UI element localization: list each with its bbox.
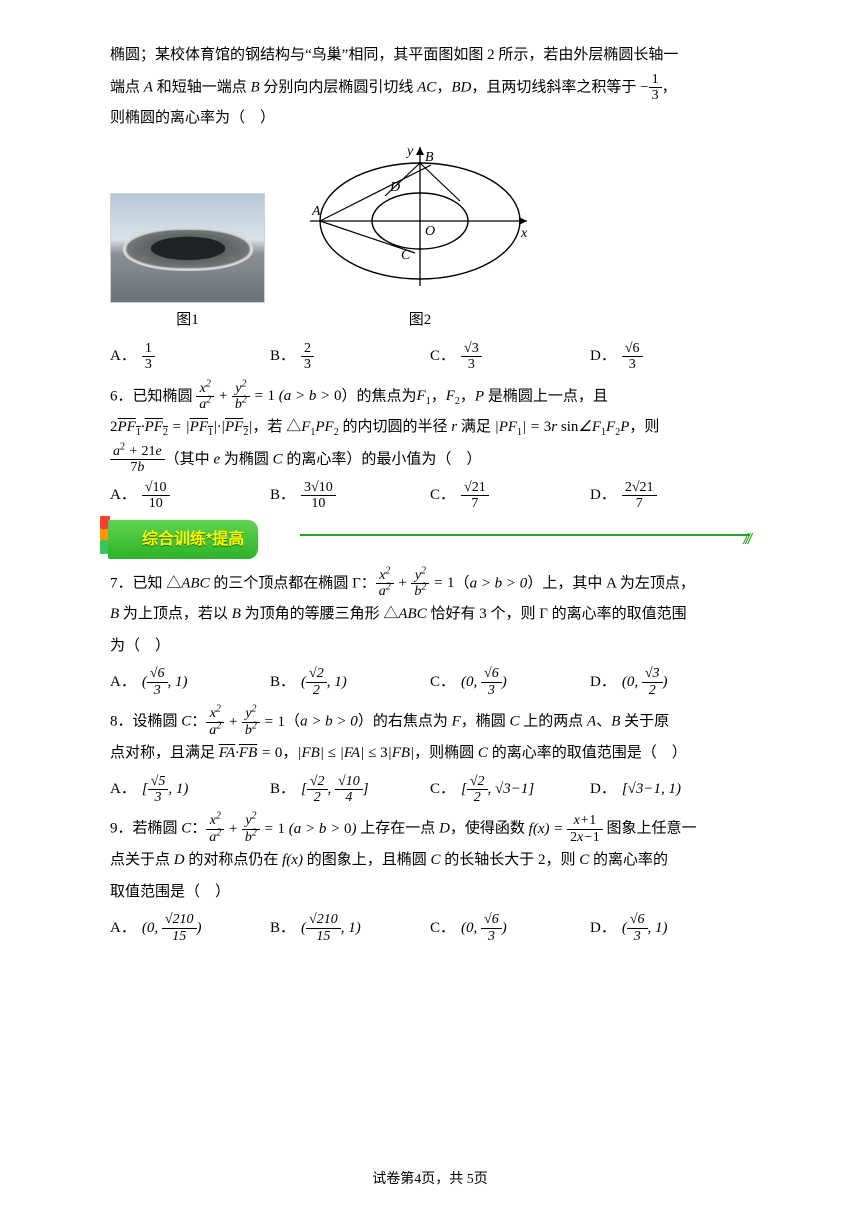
q5-opt-d: D．√63	[590, 341, 750, 373]
ellipse-diagram: A B C D O x y	[305, 141, 535, 291]
q5-opt-b: B．23	[270, 341, 430, 373]
fig1-caption: 图1	[110, 305, 265, 337]
section-banner: 综合训练*提高 ///	[110, 520, 750, 554]
fig2-caption: 图2	[305, 305, 535, 337]
q7-opt-c: C．(0, √63)	[430, 666, 590, 698]
banner-label: 综合训练*提高	[108, 520, 258, 560]
q8-opt-d: D．[√3−1, 1)	[590, 774, 750, 806]
q9-options: A．(0, √21015) B．(√21015, 1) C．(0, √63) D…	[110, 912, 750, 944]
q5-opt-c: C．√33	[430, 341, 590, 373]
figures-row: 图1 A B C D O x y 图2	[110, 141, 750, 337]
q5-text-line2: 端点 A 和短轴一端点 B 分别向内层椭圆引切线 AC，BD，且两切线斜率之积等…	[110, 72, 750, 104]
q9-opt-b: B．(√21015, 1)	[270, 912, 430, 944]
q7-text: 7．已知 △ABC 的三个顶点都在椭圆 Γ：x2a2 + y2b2 = 1（a …	[110, 568, 750, 600]
q9-text: 9．若椭圆 C：x2a2 + y2b2 = 1 (a > b > 0) 上存在一…	[110, 813, 750, 845]
diagram-label-A: A	[311, 204, 321, 219]
banner-underline	[300, 534, 750, 536]
q7-opt-a: A．(√63, 1)	[110, 666, 270, 698]
q5-text-line3: 则椭圆的离心率为（ ）	[110, 103, 750, 135]
stadium-icon	[118, 228, 256, 271]
q6-text2: 2PF1·PF2 = |PF1|·|PF2|，若 △F1PF2 的内切圆的半径 …	[110, 412, 750, 444]
q7-opt-d: D．(0, √32)	[590, 666, 750, 698]
diagram-label-x: x	[520, 226, 528, 241]
q9-opt-c: C．(0, √63)	[430, 912, 590, 944]
q7-text2: B 为上顶点，若以 B 为顶角的等腰三角形 △ABC 恰好有 3 个，则 Γ 的…	[110, 599, 750, 631]
page-footer: 试卷第4页，共 5页	[0, 1165, 860, 1194]
diagram-label-B: B	[425, 150, 434, 165]
q8-opt-b: B．[√22, √104]	[270, 774, 430, 806]
diagram-label-D: D	[389, 180, 400, 195]
figure-2: A B C D O x y 图2	[305, 141, 535, 337]
q9-text3: 取值范围是（ ）	[110, 877, 750, 909]
q9-text2: 点关于点 D 的对称点仍在 f(x) 的图象上，且椭圆 C 的长轴长大于 2，则…	[110, 845, 750, 877]
q9-opt-d: D．(√63, 1)	[590, 912, 750, 944]
q6-options: A．√1010 B．3√1010 C．√217 D．2√217	[110, 480, 750, 512]
q7-opt-b: B．(√22, 1)	[270, 666, 430, 698]
q6-text: 6．已知椭圆 x2a2 + y2b2 = 1 (a > b > 0）的焦点为F1…	[110, 381, 750, 413]
q8-options: A．[√53, 1) B．[√22, √104] C．[√22, √3−1] D…	[110, 774, 750, 806]
q5-opt-a: A．13	[110, 341, 270, 373]
banner-slashes: ///	[743, 524, 750, 556]
q7-options: A．(√63, 1) B．(√22, 1) C．(0, √63) D．(0, √…	[110, 666, 750, 698]
birds-nest-photo	[110, 193, 265, 303]
q6-opt-a: A．√1010	[110, 480, 270, 512]
figure-1: 图1	[110, 193, 265, 337]
q8-opt-a: A．[√53, 1)	[110, 774, 270, 806]
q5-l1: 椭圆；某校体育馆的钢结构与“鸟巢”相同，其平面图如图 2 所示，若由外层椭圆长轴…	[110, 47, 678, 63]
q6-opt-b: B．3√1010	[270, 480, 430, 512]
diagram-label-O: O	[425, 224, 435, 239]
q6-opt-c: C．√217	[430, 480, 590, 512]
q8-opt-c: C．[√22, √3−1]	[430, 774, 590, 806]
q6-text3: a2 + 21e7b（其中 e 为椭圆 C 的离心率）的最小值为（ ）	[110, 444, 750, 476]
q5-options: A．13 B．23 C．√33 D．√63	[110, 341, 750, 373]
q5-text-line1: 椭圆；某校体育馆的钢结构与“鸟巢”相同，其平面图如图 2 所示，若由外层椭圆长轴…	[110, 40, 750, 72]
diagram-label-C: C	[401, 248, 411, 263]
q8-text: 8．设椭圆 C：x2a2 + y2b2 = 1（a > b > 0）的右焦点为 …	[110, 706, 750, 738]
q6-opt-d: D．2√217	[590, 480, 750, 512]
diagram-label-y: y	[405, 144, 414, 159]
q8-text2: 点对称，且满足 FA·FB = 0，|FB| ≤ |FA| ≤ 3|FB|，则椭…	[110, 738, 750, 770]
q9-opt-a: A．(0, √21015)	[110, 912, 270, 944]
q7-text3: 为（ ）	[110, 631, 750, 663]
